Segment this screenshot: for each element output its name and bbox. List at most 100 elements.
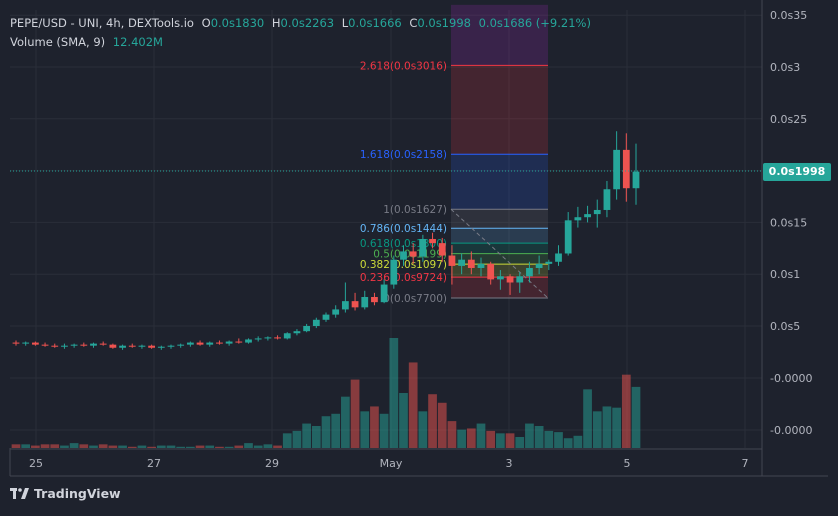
candle-body [380,284,388,303]
x-tick-label: May [380,457,403,470]
candle-body [351,301,359,308]
volume-bar [621,374,631,448]
candle-body [274,337,281,339]
volume-bar [496,433,505,448]
candle-body [61,345,68,347]
candle-body [157,346,165,348]
candle-body [496,276,504,280]
candle-body [458,259,466,266]
candle-body [177,344,185,346]
candle-body [390,259,398,285]
volume-bar [234,445,244,448]
volume-bar [437,402,447,448]
volume-bar [447,421,457,448]
candle-body [70,344,78,346]
fib-level-label: 1(0.0s1627) [383,204,447,216]
high-value: 0.0s2263 [280,16,335,30]
y-tick-label: 0.0s15 [770,216,807,229]
candle-body [12,342,20,344]
volume-bar [476,423,486,448]
candle-body [632,171,640,189]
candle-body [603,189,611,210]
candle-body [419,238,427,257]
volume-bar [176,446,186,448]
volume-tick-label: -0.0000 [770,424,812,437]
volume-indicator-value: 12.402M [112,35,163,49]
symbol-title[interactable]: PEPE/USD - UNI, 4h, DEXTools.io [10,16,194,30]
fib-zone [451,209,548,229]
x-tick-label: 7 [742,457,749,470]
high-label: H [271,16,281,30]
ohlc-legend: PEPE/USD - UNI, 4h, DEXTools.io O0.0s183… [10,16,595,30]
volume-bar [69,443,79,448]
y-tick-label: 0.0s1 [770,268,800,281]
y-tick-label: 0.0s35 [770,9,807,22]
volume-bar [544,430,554,448]
candle-body [312,319,320,326]
x-tick-label: 3 [506,457,513,470]
close-label: C [409,16,418,30]
candle-body [477,263,485,268]
fib-retracement[interactable]: 2.618(0.0s3016) 1.618(0.0s2158) 1(0.0s1627… [360,4,549,305]
candle-body [264,337,272,339]
volume-bar [118,445,127,448]
candle-body [148,345,156,348]
candle-body [526,267,533,277]
candle-body [206,342,214,345]
candle-body [361,296,369,308]
volume-bar [98,444,108,448]
candle-body [409,251,417,257]
candle-body [371,296,378,303]
x-tick-label: 25 [29,457,43,470]
candle-body [196,342,204,345]
volume-bar [534,426,544,448]
candle-body [99,343,107,345]
fib-zone [451,4,548,66]
y-tick-label: 0.0s3 [770,61,800,74]
candle-body [584,214,591,218]
volume-bar [166,445,176,448]
volume-bar [31,445,40,448]
volume-bar [205,445,215,448]
volume-indicator-label[interactable]: Volume (SMA, 9) [10,35,106,49]
volume-bar [302,423,311,448]
candle-body [293,331,301,334]
volume-bar [311,426,321,448]
candle-body [535,263,543,268]
candle-body [254,338,262,340]
fib-level-label: 0.236(0.0s9724) [360,272,447,284]
x-tick-label: 29 [265,457,279,470]
candle-body [448,255,456,266]
fib-zone [451,253,548,265]
candle-body [128,345,136,347]
candle-body [90,343,97,346]
fib-zone [451,243,548,254]
volume-bars [11,338,641,448]
x-tick-label: 27 [147,457,161,470]
fib-zone [451,264,548,278]
candle-body [516,276,524,283]
candle-body [235,341,243,343]
volume-bar [505,433,515,448]
volume-bar [554,432,563,448]
volume-bar [137,445,147,448]
tradingview-logo[interactable]: TradingView [10,486,121,501]
last-price-tag: 0.0s1998 [763,163,831,181]
volume-legend: Volume (SMA, 9) 12.402M [10,35,167,49]
volume-bar [224,446,234,448]
tradingview-icon [10,487,29,499]
candle-body [622,149,630,189]
candle-body [332,309,340,315]
volume-bar [428,394,437,448]
candle-body [245,339,252,343]
volume-bar [263,444,273,448]
fib-level-label: 0.786(0.0s1444) [360,223,447,235]
fib-zone [451,154,548,210]
volume-bar [583,389,592,448]
volume-bar [602,406,612,448]
volume-bar [341,396,350,448]
candle-body [613,149,621,190]
grid-layer [10,10,762,448]
